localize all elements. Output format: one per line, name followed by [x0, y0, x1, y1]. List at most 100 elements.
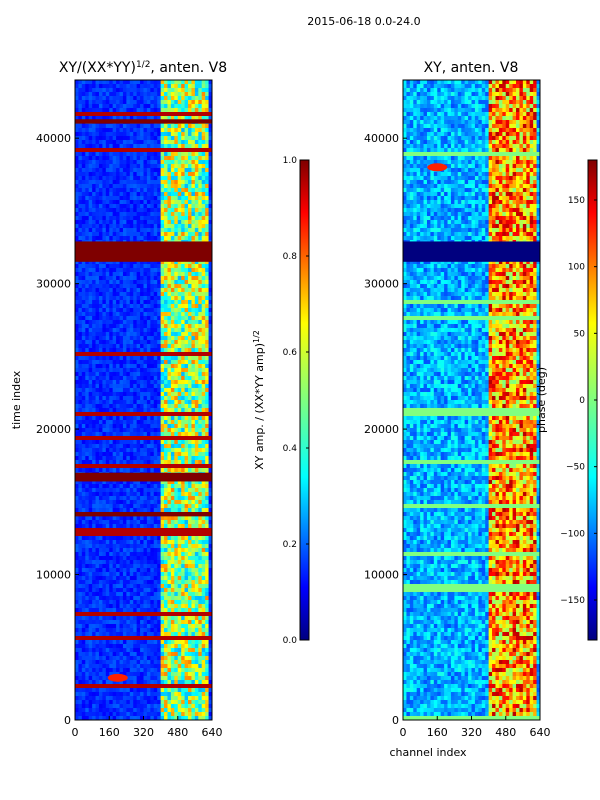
heatmap-cell	[85, 152, 90, 157]
heatmap-cell	[188, 284, 193, 289]
heatmap-cell	[133, 456, 138, 461]
heatmap-cell	[95, 108, 100, 113]
heatmap-cell	[129, 196, 134, 201]
heatmap-cell	[136, 344, 141, 349]
heatmap-cell	[191, 192, 196, 197]
heatmap-cell	[191, 480, 196, 485]
heatmap-cell	[112, 124, 117, 129]
heatmap-cell	[164, 536, 169, 541]
heatmap-cell	[146, 576, 151, 581]
heatmap-cell	[177, 496, 182, 501]
heatmap-cell	[140, 568, 145, 573]
heatmap-cell	[191, 128, 196, 133]
heatmap-cell	[88, 508, 93, 513]
heatmap-cell	[92, 100, 97, 105]
heatmap-cell	[208, 420, 212, 425]
heatmap-cell	[129, 148, 134, 153]
heatmap-cell	[85, 280, 90, 285]
heatmap-cell	[188, 440, 193, 445]
heatmap-cell	[98, 368, 103, 373]
heatmap-cell	[122, 520, 127, 525]
heatmap-cell	[126, 152, 131, 157]
heatmap-cell	[181, 452, 186, 457]
heatmap-cell	[153, 504, 158, 509]
heatmap-cell	[133, 156, 138, 161]
heatmap-cell	[92, 204, 97, 209]
heatmap-cell	[167, 360, 172, 365]
heatmap-cell	[75, 432, 80, 437]
heatmap-cell	[102, 292, 107, 297]
heatmap-cell	[177, 344, 182, 349]
heatmap-cell	[126, 364, 131, 369]
heatmap-cell	[146, 292, 151, 297]
heatmap-cell	[143, 192, 148, 197]
heatmap-cell	[109, 292, 114, 297]
heatmap-cell	[105, 200, 110, 205]
heatmap-cell	[160, 404, 165, 409]
heatmap-cell	[208, 440, 212, 445]
heatmap-cell	[191, 444, 196, 449]
heatmap-cell	[181, 164, 186, 169]
heatmap-cell	[143, 268, 148, 273]
heatmap-cell	[174, 532, 179, 537]
heatmap-cell	[153, 260, 158, 265]
heatmap-cell	[75, 332, 80, 337]
heatmap-cell	[201, 548, 206, 553]
heatmap-cell	[201, 116, 206, 121]
heatmap-cell	[170, 260, 175, 265]
heatmap-cell	[177, 540, 182, 545]
heatmap-cell	[136, 184, 141, 189]
heatmap-cell	[88, 124, 93, 129]
heatmap-cell	[167, 164, 172, 169]
heatmap-cell	[205, 388, 210, 393]
heatmap-cell	[95, 428, 100, 433]
heatmap-cell	[153, 168, 158, 173]
heatmap-cell	[194, 428, 199, 433]
heatmap-cell	[198, 380, 203, 385]
heatmap-cell	[126, 204, 131, 209]
heatmap-cell	[119, 168, 124, 173]
heatmap-cell	[119, 92, 124, 97]
heatmap-cell	[205, 480, 210, 485]
heatmap-cell	[188, 364, 193, 369]
heatmap-cell	[140, 500, 145, 505]
heatmap-cell	[133, 296, 138, 301]
heatmap-cell	[153, 488, 158, 493]
heatmap-cell	[164, 372, 169, 377]
heatmap-cell	[88, 520, 93, 525]
heatmap-cell	[112, 204, 117, 209]
heatmap-cell	[122, 400, 127, 405]
heatmap-cell	[143, 456, 148, 461]
heatmap-cell	[102, 132, 107, 137]
heatmap-cell	[116, 200, 121, 205]
heatmap-cell	[174, 336, 179, 341]
heatmap-cell	[208, 552, 212, 557]
heatmap-cell	[191, 312, 196, 317]
heatmap-cell	[116, 576, 121, 581]
heatmap-cell	[157, 548, 162, 553]
heatmap-cell	[81, 412, 86, 417]
heatmap-cell	[191, 176, 196, 181]
heatmap-cell	[146, 152, 151, 157]
heatmap-cell	[198, 536, 203, 541]
heatmap-cell	[133, 228, 138, 233]
heatmap-cell	[105, 564, 110, 569]
heatmap-cell	[95, 400, 100, 405]
heatmap-cell	[208, 452, 212, 457]
heatmap-cell	[146, 460, 151, 465]
heatmap-cell	[109, 440, 114, 445]
heatmap-cell	[81, 368, 86, 373]
heatmap-cell	[78, 292, 83, 297]
heatmap-cell	[109, 164, 114, 169]
heatmap-cell	[177, 92, 182, 97]
heatmap-cell	[119, 404, 124, 409]
heatmap-cell	[194, 364, 199, 369]
heatmap-cell	[92, 232, 97, 237]
heatmap-cell	[122, 372, 127, 377]
heatmap-cell	[136, 272, 141, 277]
heatmap-cell	[112, 236, 117, 241]
heatmap-cell	[174, 152, 179, 157]
heatmap-cell	[205, 448, 210, 453]
heatmap-cell	[198, 148, 203, 153]
heatmap-cell	[78, 300, 83, 305]
